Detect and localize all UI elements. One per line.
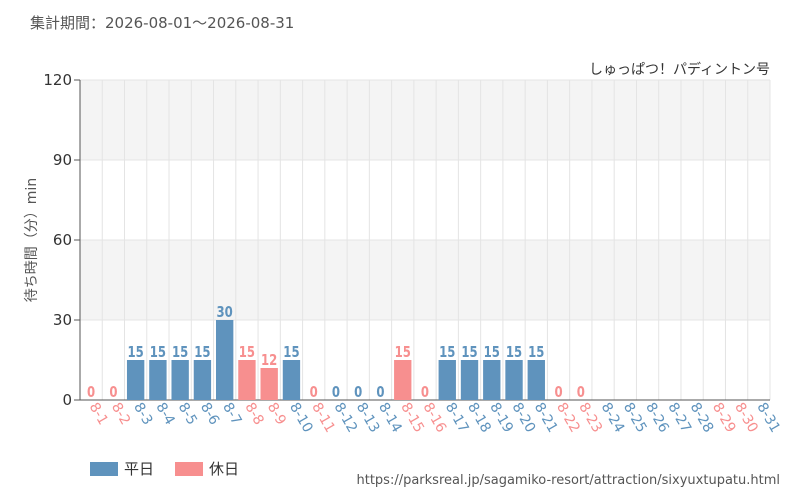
- bar-value-label: 15: [528, 345, 544, 362]
- x-tick-label: 8-8: [241, 400, 266, 428]
- legend-weekday-swatch: [90, 461, 118, 476]
- bar-value-label: 15: [506, 345, 522, 362]
- bar: [394, 360, 412, 400]
- bar-value-label: 15: [239, 345, 255, 362]
- bar-value-label: 30: [217, 305, 233, 322]
- bar: [215, 320, 234, 400]
- bar: [260, 368, 278, 400]
- legend-holiday: 休日: [175, 458, 239, 479]
- x-tick-label: 8-7: [219, 400, 244, 428]
- x-tick-label: 8-2: [108, 400, 133, 428]
- x-tick-label: 8-3: [130, 400, 155, 428]
- y-axis-label: 待ち時間（分）min: [24, 178, 40, 302]
- bar-value-label: 15: [172, 345, 188, 362]
- x-tick-label: 8-31: [753, 400, 783, 436]
- bar-value-label: 15: [461, 345, 477, 362]
- bar-value-label: 15: [395, 345, 411, 362]
- bar: [193, 360, 212, 400]
- bar-value-label: 15: [128, 345, 144, 362]
- y-tick-label: 60: [53, 231, 72, 249]
- bar-value-label: 15: [194, 345, 210, 362]
- chart-title: しゅっぱつ！パディントン号: [589, 61, 770, 78]
- plot-band: [80, 80, 770, 160]
- bar: [505, 360, 523, 400]
- bar-value-label: 0: [354, 385, 362, 402]
- plot-band: [80, 240, 770, 320]
- aggregation-period: 集計期間：2026-08-01～2026-08-31: [30, 14, 295, 32]
- bar-value-label: 0: [376, 385, 384, 402]
- bar: [460, 360, 479, 400]
- x-tick-label: 8-1: [86, 400, 111, 428]
- bar: [126, 360, 145, 400]
- legend-holiday-label: 休日: [209, 460, 240, 478]
- y-tick-label: 120: [43, 71, 72, 89]
- x-tick-label: 8-4: [152, 400, 177, 428]
- bar-value-label: 15: [484, 345, 500, 362]
- legend-weekday: 平日: [90, 458, 154, 479]
- x-tick-label: 8-5: [175, 400, 200, 428]
- source-url: https://parksreal.jp/sagamiko-resort/att…: [356, 473, 780, 488]
- y-tick-label: 90: [53, 151, 72, 169]
- bar-value-label: 15: [150, 345, 166, 362]
- plot-band: [80, 160, 770, 240]
- bar-value-label: 0: [87, 385, 95, 402]
- bar-value-label: 0: [109, 385, 117, 402]
- y-tick-label: 30: [53, 311, 72, 329]
- bar: [282, 360, 301, 400]
- y-tick-label: 0: [62, 391, 72, 409]
- x-tick-label: 8-9: [264, 400, 289, 428]
- bar-value-label: 0: [310, 385, 318, 402]
- legend-holiday-swatch: [175, 461, 203, 476]
- bar: [149, 360, 167, 400]
- bar: [171, 360, 189, 400]
- bar-value-label: 0: [421, 385, 429, 402]
- legend-weekday-label: 平日: [124, 460, 155, 478]
- bar-value-label: 0: [332, 385, 340, 402]
- bar-value-label: 0: [554, 385, 562, 402]
- bar: [527, 360, 545, 400]
- bar: [483, 360, 501, 400]
- bar: [438, 360, 456, 400]
- bar-value-label: 12: [261, 353, 277, 370]
- bar-value-label: 0: [577, 385, 585, 402]
- bar-value-label: 15: [283, 345, 299, 362]
- x-tick-label: 8-6: [197, 400, 222, 428]
- bar: [238, 360, 256, 400]
- bar-value-label: 15: [439, 345, 455, 362]
